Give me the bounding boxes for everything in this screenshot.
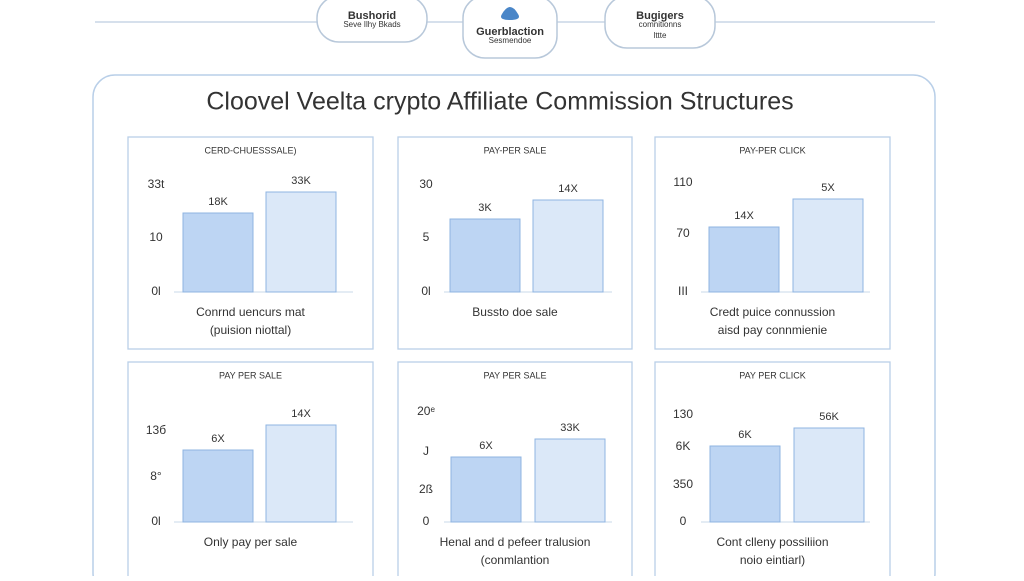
tab-text: Bushorid [348, 10, 396, 22]
bar-label: 5X [821, 182, 835, 194]
panel-heading: CERD-CHUESSSALE) [204, 145, 296, 155]
tick-label: 10 [149, 230, 163, 244]
panel-heading: PAY-PER CLICK [739, 145, 805, 155]
tab-text: Seve Ilhy Bkads [343, 20, 400, 29]
tick-label: 2ß [419, 482, 433, 496]
tick-label: 0l [421, 284, 430, 298]
caption: (conmlantion [481, 553, 550, 567]
tab-text: lttte [654, 31, 667, 40]
tick-label: 30 [419, 177, 433, 191]
tab-icon [501, 7, 519, 20]
bar-label: 6X [211, 433, 225, 445]
tick-label: 0l [151, 284, 160, 298]
panel-heading: PAY-PER SALE [484, 145, 547, 155]
bar [265, 424, 337, 523]
caption: noio eintiarl) [740, 553, 805, 567]
bar [793, 427, 865, 523]
bar [265, 191, 337, 293]
caption: aisd pay connmienie [718, 323, 828, 337]
bar [708, 226, 780, 293]
bar [792, 198, 864, 293]
title: Cloovel Veelta crypto Affiliate Commissi… [206, 88, 793, 116]
tick-label: III [678, 284, 688, 298]
caption: Henal and d pefeer tralusion [440, 535, 591, 549]
bar-label: 3K [478, 202, 492, 214]
tab[interactable] [604, 0, 716, 49]
tab-text: Bugigers [636, 10, 684, 22]
bar [450, 456, 522, 523]
bar-label: 33K [560, 422, 580, 434]
tick-label: 13б [146, 423, 166, 437]
bar-label: 14X [734, 210, 754, 222]
bar-label: 14X [558, 183, 578, 195]
bar-label: 18K [208, 196, 228, 208]
bar-label: 33K [291, 175, 311, 187]
caption: Credt puice connussion [710, 305, 835, 319]
bar-label: 14X [291, 408, 311, 420]
panel-heading: PAY PER SALE [483, 370, 546, 380]
tick-label: J [423, 444, 429, 458]
bar [709, 445, 781, 523]
tick-label: 0l [151, 514, 160, 528]
tab[interactable] [316, 0, 428, 43]
bar [182, 449, 254, 523]
tick-label: 6K [676, 439, 691, 453]
panel-heading: PAY PER SALE [219, 370, 282, 380]
caption: Cont clleny possiliion [716, 535, 828, 549]
tick-label: 0 [680, 514, 687, 528]
tick-label: 8° [150, 469, 162, 483]
bar-label: 6X [479, 440, 493, 452]
panel-heading: PAY PER CLICK [739, 370, 806, 380]
tick-label: 5 [423, 230, 430, 244]
tab-text: Sesmendoe [489, 36, 532, 45]
tick-label: 20ᵉ [417, 404, 435, 418]
tab-text: comnitionns [639, 20, 682, 29]
tick-label: 110 [673, 175, 692, 189]
tick-label: 33t [148, 177, 165, 191]
tab-text: Guerblaction [476, 26, 544, 38]
tab[interactable] [462, 0, 558, 59]
bar [532, 199, 604, 293]
tick-label: 0 [423, 514, 430, 528]
caption: Conrnd uencurs mat [196, 305, 305, 319]
tick-label: 350 [673, 477, 693, 491]
bar [534, 438, 606, 523]
caption: Only pay per sale [204, 535, 298, 549]
bar-label: 6K [738, 429, 752, 441]
tick-label: 70 [676, 226, 690, 240]
bar-label: 56K [819, 411, 839, 423]
caption: Bussto doe sale [472, 305, 558, 319]
bar [449, 218, 521, 293]
caption: (puision niottal) [210, 323, 291, 337]
bar [182, 212, 254, 293]
tick-label: 130 [673, 407, 693, 421]
